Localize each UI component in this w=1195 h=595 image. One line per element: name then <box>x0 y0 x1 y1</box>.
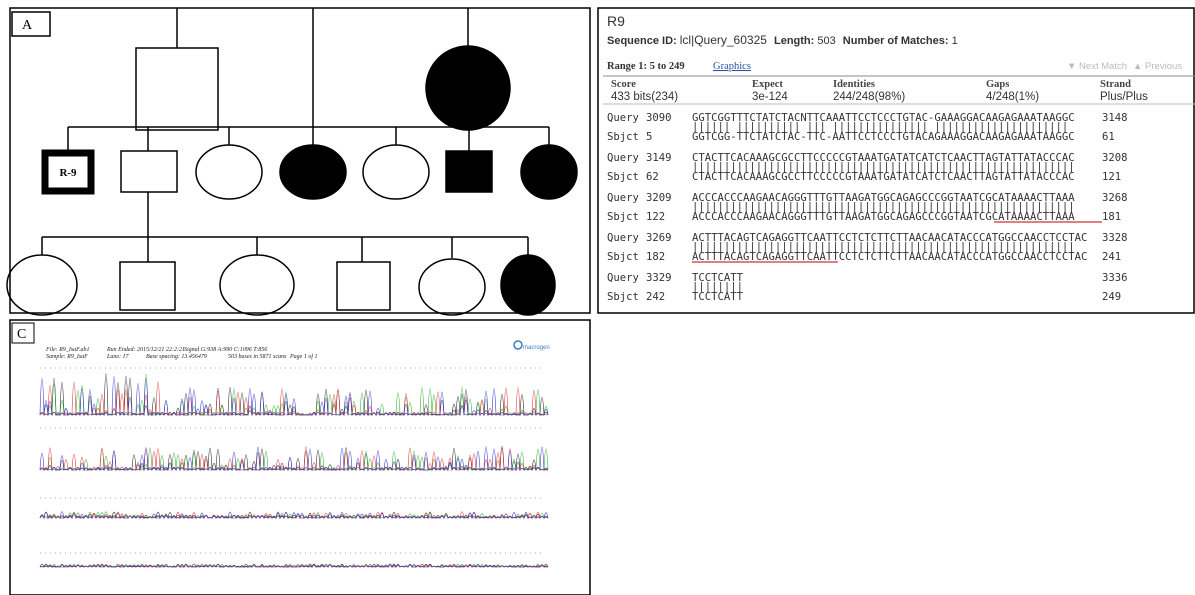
table-value: 3e-124 <box>752 91 788 103</box>
header-text: Page 1 of 1 <box>289 353 318 360</box>
query-start: 3149 <box>646 152 672 164</box>
panel-label: A <box>22 18 33 33</box>
label: Length: <box>774 35 814 47</box>
sbjct-start: 122 <box>646 211 665 223</box>
next-match-text: Next Match <box>1079 61 1127 72</box>
panel-label: C <box>17 327 26 342</box>
sequence-info: Sequence ID: lcl|Query_60325 Length: 503… <box>607 33 958 47</box>
sibling <box>521 145 577 199</box>
label: Sequence ID: <box>607 35 677 47</box>
sbjct-start: 62 <box>646 171 659 183</box>
grandchild <box>220 255 294 315</box>
sbjct-seq: CTACTTCACAAAGCGCCTTCCCCCGTAAATGATATCATCT… <box>692 171 1075 183</box>
graphics-link[interactable]: Graphics <box>713 61 751 72</box>
header-text: Run Ended: 2015/12/21 22:2:21 <box>106 347 185 353</box>
sbjct-end: 181 <box>1102 211 1121 223</box>
trace <box>40 447 548 470</box>
next-match[interactable]: ▼ Next Match <box>1067 61 1127 72</box>
logo-icon <box>514 341 522 349</box>
query-end: 3268 <box>1102 192 1128 204</box>
pedigree-panel <box>7 8 590 315</box>
value: lcl|Query_60325 <box>680 33 767 47</box>
table-header: Identities <box>833 79 875 90</box>
chromatogram <box>40 368 548 567</box>
sibling <box>121 151 177 192</box>
query-end: 3328 <box>1102 232 1128 244</box>
sibling <box>280 145 346 199</box>
label: Number of Matches: <box>843 35 949 47</box>
grandchild <box>419 259 485 315</box>
header-text: Base spacing: 13.456479 <box>146 353 207 360</box>
sibling <box>446 151 492 192</box>
table-header: Score <box>611 79 636 90</box>
logo: macrogen <box>523 345 550 351</box>
sbjct-seq: TCCTCATT <box>692 291 744 303</box>
sbjct-start: 242 <box>646 291 665 303</box>
sibling <box>196 145 262 199</box>
query-label: Query <box>607 112 639 124</box>
sibling <box>363 145 429 199</box>
proband-label: R-9 <box>59 167 77 179</box>
grandchild <box>120 262 175 310</box>
table-header: Gaps <box>986 79 1009 90</box>
sbjct-end: 121 <box>1102 171 1121 183</box>
sbjct-end: 249 <box>1102 291 1121 303</box>
sbjct-seq: ACCCACCCAAGAACAGGGTTTGTTAAGATGGCAGAGCCCG… <box>692 211 1075 223</box>
sbjct-label: Sbjct <box>607 211 639 223</box>
sbjct-start: 5 <box>646 131 652 143</box>
query-label: Query <box>607 152 639 164</box>
value: 503 <box>817 35 835 47</box>
grandchild <box>337 262 390 310</box>
figure: A R-9 R9 Sequence ID: lcl|Query_60325 Le… <box>0 0 1195 595</box>
father <box>136 48 218 130</box>
query-end: 3148 <box>1102 112 1128 124</box>
previous[interactable]: ▲ Previous <box>1133 61 1182 72</box>
mother <box>426 46 510 130</box>
query-label: Query <box>607 232 639 244</box>
header-text: Sample: R9_IsaF <box>46 354 88 360</box>
sbjct-start: 182 <box>646 251 665 263</box>
header-text: 503 bases in 5871 scans <box>228 354 287 360</box>
table-value: 244/248(98%) <box>833 91 905 103</box>
sbjct-label: Sbjct <box>607 291 639 303</box>
query-end: 3336 <box>1102 272 1128 284</box>
sbjct-end: 241 <box>1102 251 1121 263</box>
grandchild <box>501 255 555 315</box>
value: 1 <box>952 35 958 47</box>
sbjct-label: Sbjct <box>607 131 639 143</box>
table-value: Plus/Plus <box>1100 91 1148 103</box>
query-label: Query <box>607 192 639 204</box>
table-header: Strand <box>1100 79 1131 90</box>
table-value: 433 bits(234) <box>611 91 678 103</box>
previous-text: Previous <box>1145 61 1182 72</box>
range: Range 1: 5 to 249 <box>607 61 685 72</box>
header-text: Signal G:938 A:990 C:1096 T:856 <box>184 347 267 353</box>
sbjct-end: 61 <box>1102 131 1115 143</box>
query-start: 3269 <box>646 232 672 244</box>
chromatogram-header: File: R9_IsaF.ab1 Run Ended: 2015/12/21 2… <box>45 347 318 360</box>
sbjct-label: Sbjct <box>607 251 639 263</box>
table-value: 4/248(1%) <box>986 91 1039 103</box>
query-start: 3329 <box>646 272 672 284</box>
sbjct-seq: GGTCGG-TTCTATCTAC-TTC-AATTCCTCCCTGTACAGA… <box>692 131 1075 143</box>
query-start: 3209 <box>646 192 672 204</box>
grandchild <box>7 255 77 315</box>
sbjct-seq: ACTTTACAGTCAGAGGTTCAATTCCTCTCTTCTTAACAAC… <box>692 251 1087 263</box>
query-end: 3208 <box>1102 152 1128 164</box>
query-start: 3090 <box>646 112 672 124</box>
table-header: Expect <box>752 79 783 90</box>
query-label: Query <box>607 272 639 284</box>
header-text: File: R9_IsaF.ab1 <box>45 347 90 353</box>
header-text: Lane: 17 <box>106 354 129 360</box>
sbjct-label: Sbjct <box>607 171 639 183</box>
result-title: R9 <box>607 13 625 29</box>
